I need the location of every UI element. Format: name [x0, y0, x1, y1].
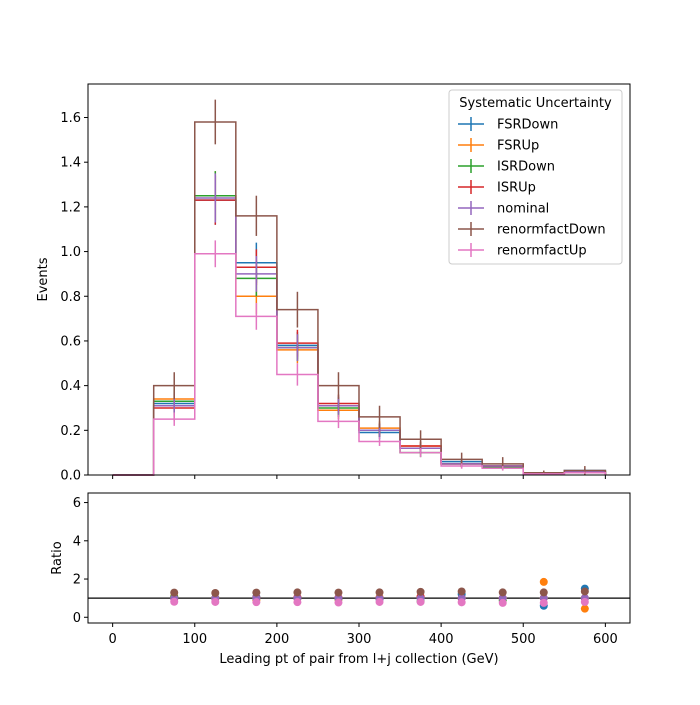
x-tick-label: 100	[182, 632, 207, 647]
step-line-renormfactUp	[112, 253, 607, 476]
y-tick-label: 6	[73, 496, 81, 511]
y-tick-label: 2	[73, 573, 81, 588]
histogram-steps	[112, 121, 607, 476]
x-tick-label: 0	[108, 632, 116, 647]
ratio-point-renormfactUp	[580, 597, 589, 606]
ratio-points	[170, 577, 589, 613]
legend-label-renormfactUp: renormfactUp	[497, 244, 587, 259]
ratio-point-renormfactUp	[211, 597, 220, 606]
legend-label-renormfactDown: renormfactDown	[497, 223, 606, 238]
ratio-point-renormfactUp	[252, 598, 261, 607]
legend-box	[448, 89, 623, 265]
ratio-y-axis-label: Ratio	[50, 541, 65, 574]
legend-label-ISRDown: ISRDown	[497, 160, 555, 175]
ratio-point-FSRUp	[580, 604, 589, 613]
error-bars	[173, 99, 586, 475]
ratio-point-renormfactDown	[252, 588, 261, 597]
legend-label-FSRDown: FSRDown	[497, 118, 558, 133]
ratio-point-renormfactDown	[211, 588, 220, 597]
ratio-point-renormfactUp	[416, 597, 425, 606]
ratio-y-ticks: 0 2 4 6	[73, 496, 88, 626]
y-tick-label: 1.2	[60, 200, 81, 215]
y-tick-label: 0.0	[60, 469, 81, 484]
y-tick-label: 0.2	[60, 424, 81, 439]
ratio-point-renormfactDown	[334, 588, 343, 597]
legend-label-nominal: nominal	[497, 202, 549, 217]
y-tick-label: 1.0	[60, 245, 81, 260]
y-tick-label: 4	[73, 534, 81, 549]
ratio-point-renormfactUp	[334, 598, 343, 607]
ratio-point-renormfactDown	[457, 587, 466, 596]
ratio-point-FSRUp	[539, 577, 548, 586]
x-tick-label: 500	[511, 632, 536, 647]
y-tick-label: 0.8	[60, 290, 81, 305]
x-axis-label: Leading pt of pair from l+j collection (…	[219, 652, 498, 667]
y-tick-label: 1.4	[60, 156, 81, 171]
legend: Systematic Uncertainty FSRDown FSRUp ISRDo…	[448, 89, 623, 265]
y-tick-label: 0.6	[60, 334, 81, 349]
events-x-ticks	[112, 475, 606, 479]
x-tick-label: 600	[593, 632, 618, 647]
ratio-point-renormfactUp	[539, 598, 548, 607]
events-y-axis-label: Events	[36, 257, 51, 301]
y-tick-label: 1.6	[60, 111, 81, 126]
ratio-point-renormfactUp	[375, 597, 384, 606]
ratio-x-ticks: 0 100 200 300 400 500 600	[108, 623, 618, 647]
legend-label-FSRUp: FSRUp	[497, 139, 539, 154]
ratio-panel: 0 100 200 300 400 500 600 0 2 4 6 Ratio Leading p…	[50, 492, 631, 667]
x-tick-label: 200	[264, 632, 289, 647]
x-tick-label: 300	[347, 632, 372, 647]
ratio-point-renormfactDown	[293, 588, 302, 597]
legend-title: Systematic Uncertainty	[459, 96, 612, 111]
ratio-point-renormfactDown	[498, 588, 507, 597]
ratio-point-renormfactDown	[580, 587, 589, 596]
x-tick-label: 400	[429, 632, 454, 647]
ratio-point-renormfactUp	[170, 597, 179, 606]
ratio-point-renormfactDown	[416, 587, 425, 596]
ratio-point-renormfactUp	[498, 598, 507, 607]
ratio-point-renormfactDown	[170, 588, 179, 597]
ratio-point-renormfactDown	[375, 588, 384, 597]
y-tick-label: 0.4	[60, 379, 81, 394]
legend-label-ISRUp: ISRUp	[497, 181, 536, 196]
ratio-point-renormfactUp	[293, 598, 302, 607]
events-y-ticks: 0.0 0.2 0.4 0.6 0.8 1.0 1.2 1.4 1.6	[60, 111, 88, 484]
legend-items: FSRDown FSRUp ISRDown ISRUp nominal renormfac…	[458, 117, 606, 259]
events-panel: 0.0 0.2 0.4 0.6 0.8 1.0 1.2 1.4 1.6 Events Syste…	[36, 83, 631, 484]
ratio-point-renormfactUp	[457, 598, 466, 607]
y-tick-label: 0	[73, 611, 81, 626]
ratio-point-renormfactDown	[539, 588, 548, 597]
